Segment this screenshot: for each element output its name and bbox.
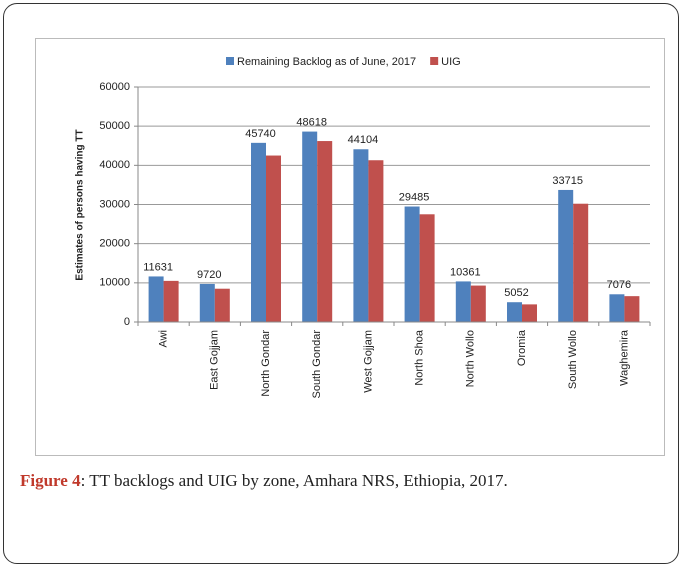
x-tick-label: Oromia (516, 329, 528, 366)
bar (470, 285, 486, 322)
bar (609, 294, 625, 322)
x-tick-label: South Gondar (311, 330, 323, 399)
legend-label: UIG (441, 56, 461, 68)
legend-swatch (226, 57, 234, 65)
caption: Figure 4: TT backlogs and UIG by zone, A… (20, 468, 665, 494)
x-tick-label: North Wollo (465, 330, 477, 387)
bar (419, 214, 435, 322)
legend-label: Remaining Backlog as of June, 2017 (237, 56, 416, 68)
bar (404, 206, 420, 322)
bar (522, 304, 537, 322)
y-tick-label: 40000 (99, 159, 130, 171)
data-label: 44104 (348, 134, 379, 146)
bar (455, 281, 471, 322)
bar (573, 203, 589, 322)
bar (251, 142, 266, 322)
bar (302, 131, 318, 322)
x-tick-label: South Wollo (567, 330, 579, 389)
x-tick-label: North Gondar (260, 330, 272, 397)
y-axis-label: Estimates of persons having TT (75, 129, 86, 280)
data-label: 10361 (450, 266, 481, 278)
data-label: 11631 (143, 261, 173, 273)
y-tick-label: 30000 (99, 198, 130, 210)
x-tick-label: East Gojjam (209, 330, 221, 390)
bar (163, 280, 179, 322)
bar (214, 288, 230, 322)
chart-box (35, 38, 665, 456)
y-tick-label: 50000 (99, 120, 130, 132)
data-label: 7076 (607, 279, 631, 291)
bar (148, 276, 164, 322)
bar (317, 141, 333, 322)
bar (558, 189, 574, 322)
y-tick-label: 60000 (99, 81, 130, 93)
caption-label: Figure 4 (20, 471, 81, 490)
data-label: 5052 (504, 287, 528, 299)
data-label: 33715 (552, 175, 583, 187)
bar (353, 149, 369, 322)
data-label: 29485 (399, 191, 430, 203)
x-tick-label: Waghemira (618, 329, 630, 386)
bar (199, 283, 215, 322)
bar (507, 302, 522, 322)
y-tick-label: 0 (124, 316, 130, 328)
data-label: 48618 (296, 116, 327, 128)
y-tick-label: 10000 (99, 277, 130, 289)
x-tick-label: West Gojjam (362, 330, 374, 393)
x-tick-label: North Shoa (414, 329, 426, 386)
data-label: 9720 (197, 269, 221, 281)
x-tick-label: Awi (158, 330, 170, 348)
bar (624, 296, 640, 322)
legend-swatch (430, 57, 439, 65)
bar (266, 155, 281, 322)
figure-frame (3, 3, 679, 564)
data-label: 45740 (245, 128, 276, 140)
y-tick-label: 20000 (99, 238, 130, 250)
caption-text: : TT backlogs and UIG by zone, Amhara NR… (80, 471, 508, 490)
bar (368, 160, 384, 322)
